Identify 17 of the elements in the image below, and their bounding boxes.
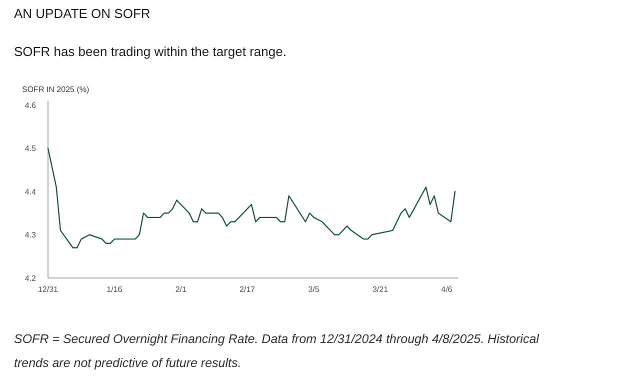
line-series — [47, 148, 456, 248]
chart-subtitle: SOFR has been trading within the target range. — [14, 44, 286, 59]
chart-title: AN UPDATE ON SOFR — [14, 6, 150, 21]
y-tick-label: 4.2 — [24, 274, 37, 283]
x-tick-label: 3/21 — [372, 285, 389, 294]
x-tick-label: 2/1 — [175, 285, 188, 294]
y-tick-label: 4.6 — [24, 100, 37, 110]
x-tick-label: 12/31 — [38, 285, 59, 294]
y-tick-label: 4.3 — [24, 230, 37, 240]
x-tick-label: 4/6 — [441, 285, 453, 294]
y-tick-label: 4.4 — [24, 187, 37, 196]
y-axis-title: SOFR IN 2025 (%) — [22, 85, 90, 94]
y-tick-label: 4.5 — [24, 144, 37, 154]
x-tick-label: 1/16 — [106, 285, 123, 294]
x-tick-label: 2/17 — [240, 285, 256, 294]
text: SOFR = Secured Overnight Financing Rate. Data from 12/31/2024 through 4/8/2025. Historical trends are not predictive of future results. — [14, 332, 540, 370]
x-tick-label: 3/5 — [308, 285, 320, 294]
